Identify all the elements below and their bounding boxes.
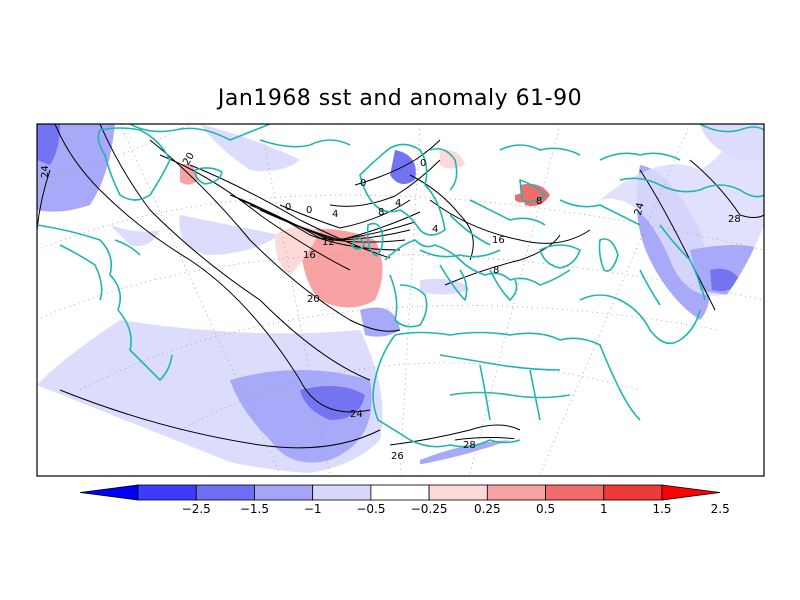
anomaly-region-nw-dark bbox=[37, 124, 60, 165]
coastline-africa bbox=[394, 331, 641, 421]
contour-label: 0 bbox=[420, 158, 426, 169]
colorbar-tick-label: −0.25 bbox=[411, 502, 448, 516]
contour-label: 4 bbox=[332, 209, 338, 220]
colorbar-tick-label: −0.5 bbox=[356, 502, 385, 516]
colorbar-swatch bbox=[370, 484, 430, 501]
contour-label: 28 bbox=[463, 440, 476, 451]
coastline-europe bbox=[384, 239, 571, 286]
colorbar-arrow-high bbox=[661, 484, 721, 501]
contour-label: 24 bbox=[40, 165, 51, 178]
coastline-scandinavia bbox=[359, 143, 446, 236]
anomaly-region-canary bbox=[360, 307, 400, 337]
coastline-north-america bbox=[37, 224, 173, 381]
sst-contours bbox=[37, 124, 764, 449]
anomaly-region-iberia-west-light bbox=[275, 226, 320, 275]
contour-label: 8 bbox=[378, 207, 384, 218]
anomaly-region-central bbox=[110, 225, 160, 246]
colorbar: −2.5 −1.5 −1 −0.5 −0.25 0.25 0.5 1 1.5 2.5 bbox=[79, 484, 730, 516]
contour-label: 20 bbox=[307, 294, 320, 305]
contour-label: 0 bbox=[306, 205, 312, 216]
colorbar-tick-label: 0.25 bbox=[474, 502, 501, 516]
coastline-greenland bbox=[97, 127, 171, 201]
colorbar-swatch bbox=[603, 484, 663, 501]
coastline-caspian bbox=[598, 238, 619, 272]
colorbar-tick-label: 1 bbox=[600, 502, 608, 516]
contour-label: 24 bbox=[633, 201, 647, 216]
graticule bbox=[37, 124, 764, 475]
anomaly-region-north-sea bbox=[440, 149, 465, 169]
colorbar-swatch bbox=[254, 484, 314, 501]
anomaly-region-far-east-dark bbox=[710, 268, 740, 292]
colorbar-swatch bbox=[545, 484, 605, 501]
contour-label: 16 bbox=[303, 250, 316, 261]
anomaly-shading bbox=[37, 124, 764, 474]
contour-labels: 24 20 0 0 4 8 12 16 20 24 28 26 0 0 4 4 … bbox=[40, 151, 741, 462]
contour-label: 12 bbox=[322, 237, 335, 248]
colorbar-tick-label: 1.5 bbox=[652, 502, 671, 516]
colorbar-tick-label: −1 bbox=[304, 502, 322, 516]
colorbar-tick-label: −2.5 bbox=[182, 502, 211, 516]
contour-label: 24 bbox=[350, 409, 363, 420]
contour-label: 8 bbox=[536, 196, 542, 207]
colorbar-swatch bbox=[428, 484, 488, 501]
colorbar-swatch bbox=[312, 484, 372, 501]
colorbar-arrow-low bbox=[79, 484, 139, 501]
map-frame bbox=[36, 123, 765, 477]
contour-label: 28 bbox=[728, 214, 741, 225]
anomaly-region-greenland-sea bbox=[179, 215, 280, 255]
coastline-black-sea bbox=[539, 244, 581, 269]
anomaly-region-ne bbox=[700, 124, 764, 162]
coastline-asia bbox=[579, 294, 701, 345]
contour-label: 0 bbox=[285, 202, 291, 213]
contour-label: 4 bbox=[395, 198, 401, 209]
contour-label: 0 bbox=[360, 178, 366, 189]
anomaly-region-north-light bbox=[200, 124, 300, 172]
contour-label: 16 bbox=[492, 235, 505, 246]
coastline-british-isles bbox=[366, 222, 384, 257]
colorbar-tick-label: 0.5 bbox=[536, 502, 555, 516]
contour-label: 26 bbox=[391, 451, 404, 462]
colorbar-tick-label: −1.5 bbox=[240, 502, 269, 516]
contour-label: 8 bbox=[493, 265, 499, 276]
anomaly-region-mediterranean bbox=[420, 278, 470, 295]
colorbar-swatch bbox=[137, 484, 197, 501]
contour-label: 4 bbox=[432, 224, 438, 235]
coastlines bbox=[37, 124, 764, 448]
colorbar-swatch bbox=[195, 484, 255, 501]
coastline-iceland bbox=[194, 167, 223, 185]
map-title: Jan1968 sst and anomaly 61-90 bbox=[217, 86, 583, 111]
colorbar-tick-label: 2.5 bbox=[711, 502, 730, 516]
colorbar-swatch bbox=[486, 484, 546, 501]
